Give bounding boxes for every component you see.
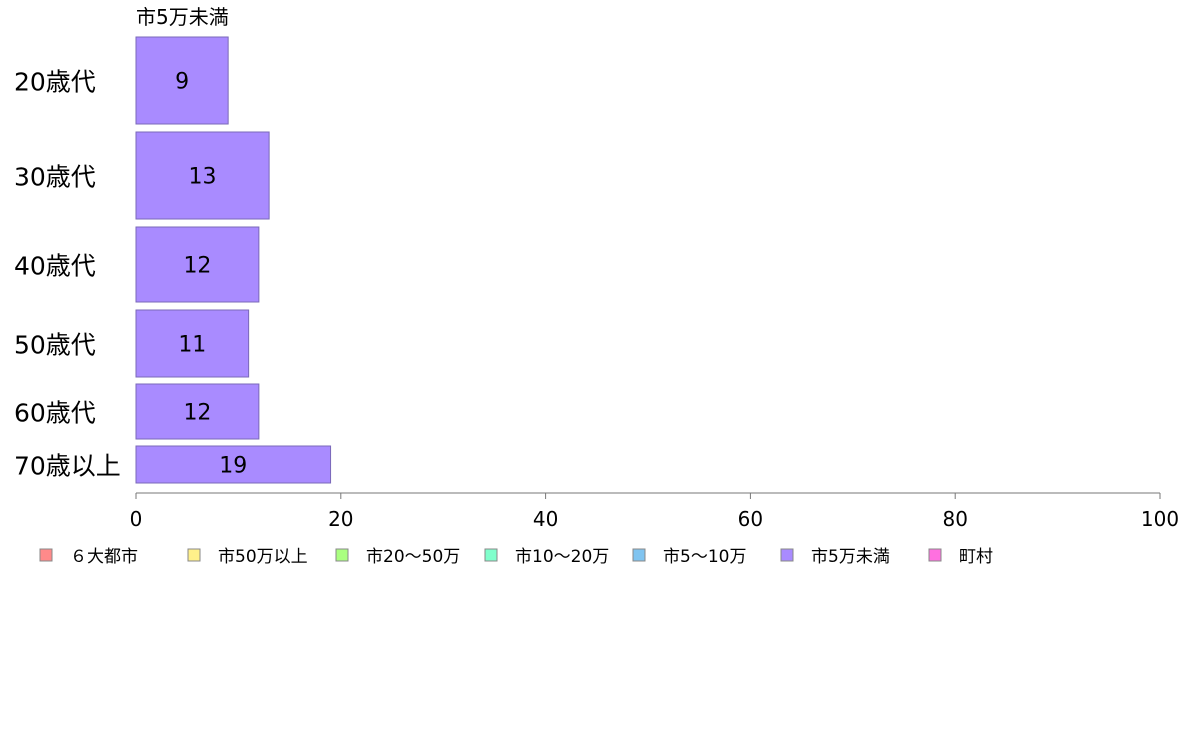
chart-title: 市5万未満	[136, 5, 229, 29]
legend-swatch	[39, 548, 53, 562]
category-label: 30歳代	[14, 163, 96, 192]
x-tick-label: 40	[533, 507, 558, 531]
legend-label: 町村	[959, 547, 993, 567]
legend-label: 市50万以上	[218, 547, 308, 567]
x-tick-label: 80	[942, 507, 967, 531]
category-label: 20歳代	[14, 68, 96, 97]
data-label: 19	[219, 454, 247, 479]
data-label: 9	[175, 70, 189, 95]
legend-swatch	[632, 548, 646, 562]
data-label: 12	[183, 254, 211, 279]
category-label: 50歳代	[14, 331, 96, 360]
legend-label: 市5～10万	[663, 547, 746, 567]
data-label: 11	[178, 333, 206, 358]
legend-swatch	[780, 548, 794, 562]
bar-70歳以上	[135, 445, 332, 484]
bar-30歳代	[135, 131, 270, 220]
bar-50歳代	[135, 309, 250, 378]
data-label: 12	[183, 401, 211, 426]
x-tick-label: 20	[328, 507, 353, 531]
legend-swatch	[484, 548, 498, 562]
legend-label: 市20～50万	[366, 547, 460, 567]
x-tick-label: 0	[130, 507, 143, 531]
legend-label: 市10～20万	[515, 547, 609, 567]
legend-swatch	[187, 548, 201, 562]
bar-20歳代	[135, 36, 229, 125]
legend-label: 市5万未満	[811, 547, 890, 567]
category-label: 70歳以上	[14, 452, 121, 481]
category-label: 60歳代	[14, 399, 96, 428]
legend-swatch	[928, 548, 942, 562]
x-tick-label: 100	[1141, 507, 1179, 531]
x-tick-label: 60	[738, 507, 763, 531]
legend-swatch	[335, 548, 349, 562]
category-label: 40歳代	[14, 252, 96, 281]
legend-label: ６大都市	[70, 547, 138, 567]
bar-60歳代	[135, 383, 260, 440]
bar-40歳代	[135, 226, 260, 303]
data-label: 13	[189, 165, 217, 190]
